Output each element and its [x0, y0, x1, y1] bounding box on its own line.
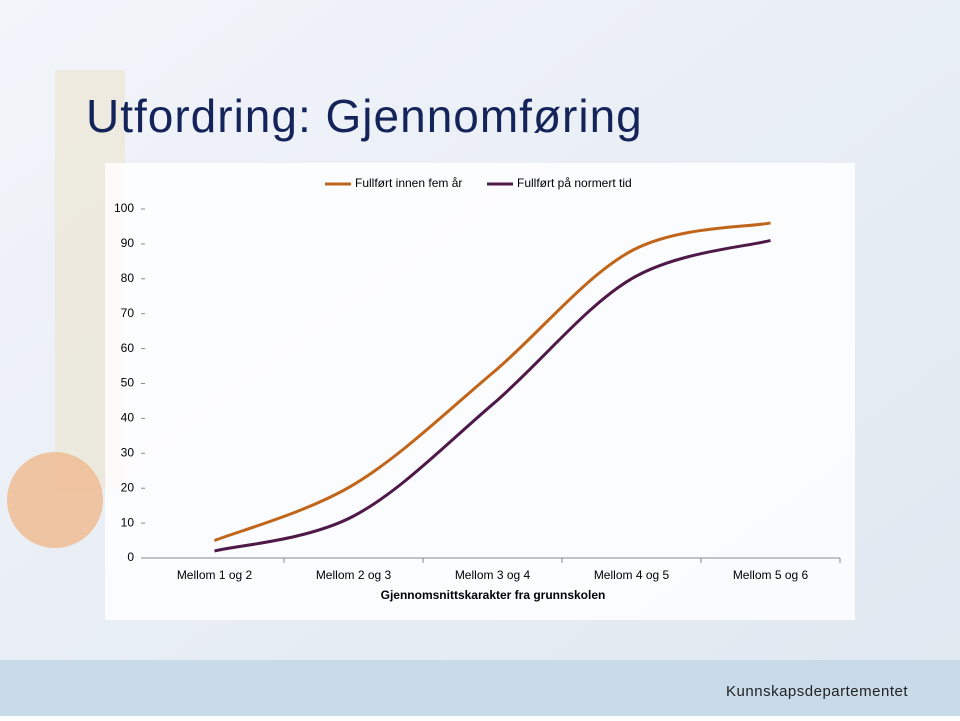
ball-decoration [7, 452, 103, 548]
footer-text: Kunnskapsdepartementet [726, 683, 908, 700]
x-axis-title: Gjennomsnittskarakter fra grunnskolen [381, 588, 606, 602]
legend-label: Fullført på normert tid [517, 176, 632, 190]
slide-title: Utfordring: Gjennomføring [86, 90, 643, 142]
x-tick-label: Mellom 1 og 2 [177, 568, 253, 582]
y-tick-label: 60 [121, 341, 135, 355]
y-tick-label: 30 [121, 445, 135, 459]
y-tick-label: 100 [114, 201, 134, 215]
legend-label: Fullført innen fem år [355, 176, 462, 190]
y-tick-label: 90 [121, 236, 135, 250]
y-tick-label: 40 [121, 411, 135, 425]
x-tick-label: Mellom 4 og 5 [594, 568, 670, 582]
line-series [214, 238, 771, 553]
y-tick-label: 50 [121, 376, 135, 390]
y-tick-label: 80 [121, 271, 135, 285]
x-tick-label: Mellom 3 og 4 [455, 568, 531, 582]
line-series [213, 221, 771, 542]
chart-panel [105, 163, 855, 620]
x-tick-label: Mellom 5 og 6 [733, 568, 809, 582]
footer-band [0, 660, 960, 716]
y-tick-label: 20 [121, 480, 135, 494]
y-tick-label: 10 [121, 515, 135, 529]
x-tick-label: Mellom 2 og 3 [316, 568, 392, 582]
y-tick-label: 0 [127, 550, 134, 564]
y-tick-label: 70 [121, 306, 135, 320]
